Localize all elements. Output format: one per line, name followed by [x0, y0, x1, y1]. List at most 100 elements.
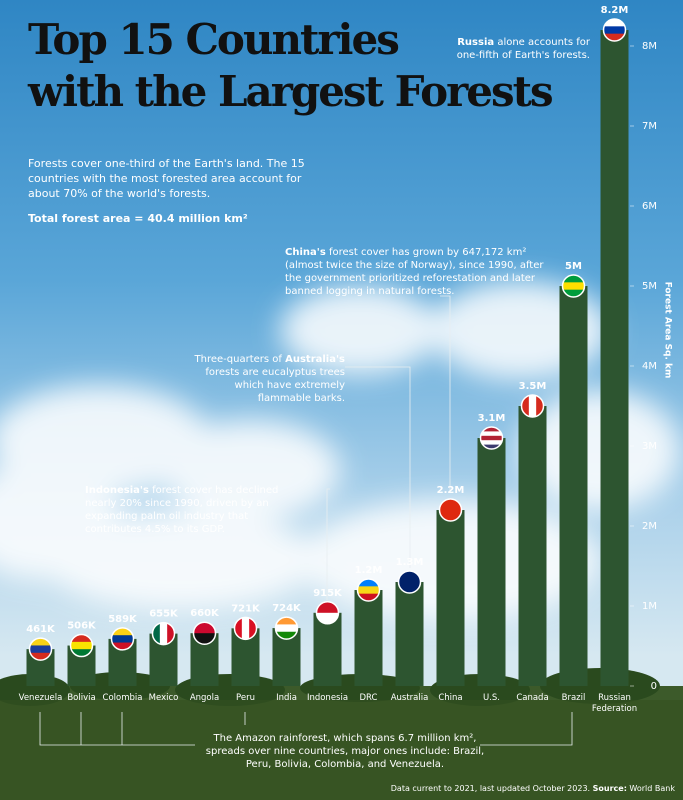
annotation-text: forest cover has declined nearly 20% sin… — [85, 485, 279, 535]
flag — [438, 498, 463, 522]
flag-border — [69, 633, 94, 658]
y-tick-label: 8M — [642, 41, 657, 52]
flag-stripe — [398, 571, 421, 583]
flag-stripe — [29, 652, 52, 661]
x-tick-label: China — [438, 693, 463, 703]
flag-stripe — [193, 622, 216, 634]
y-tick-label: 1M — [642, 601, 657, 612]
flag-stripe — [29, 638, 52, 646]
flag-stripe — [316, 612, 339, 624]
flag — [28, 637, 53, 661]
flag-stripe — [439, 510, 462, 521]
flag-border — [192, 621, 217, 645]
x-tick-label: Mexico — [148, 693, 179, 703]
flag-border — [356, 578, 381, 602]
flag-stripe — [70, 649, 93, 657]
flag — [274, 616, 299, 640]
bar — [354, 590, 383, 686]
annotation-text: The Amazon rainforest, which spans 6.7 m… — [205, 733, 485, 770]
annotation-text: forest cover has grown by 647,172 km² (a… — [285, 247, 544, 297]
flag-stripe — [316, 601, 339, 614]
value-label: 655K — [149, 609, 179, 620]
value-label: 721K — [231, 603, 261, 614]
flag-stripe — [111, 642, 134, 650]
x-tick-label: Angola — [189, 693, 220, 703]
flag-stripe — [603, 26, 626, 35]
bar — [559, 286, 588, 686]
flag-stripe — [562, 275, 585, 283]
annotation-text: forests are eucalyptus trees which have … — [205, 367, 345, 404]
flag-stripe — [480, 427, 503, 432]
footer-text: Data current to 2021, last updated Octob… — [390, 784, 593, 793]
flag-border — [274, 616, 299, 640]
value-label: 5M — [565, 261, 582, 272]
subtitle: Forests cover one-third of the Earth's l… — [28, 157, 305, 200]
flag-stripe — [528, 395, 537, 417]
y-tick-label: 0 — [651, 681, 657, 692]
flag — [397, 570, 422, 594]
value-label: 3.1M — [478, 413, 506, 424]
flag-border — [520, 394, 545, 418]
x-tick-label: India — [276, 693, 297, 703]
annotation-bold: Russia — [457, 37, 495, 48]
flag-stripe — [562, 282, 585, 291]
flag-stripe — [167, 622, 175, 645]
annotation-text: Three-quarters of — [194, 354, 286, 365]
flag-stripe — [275, 624, 298, 633]
flag-stripe — [603, 33, 626, 41]
flag-border — [110, 627, 135, 651]
flag-border — [315, 601, 340, 625]
flag-stripe — [70, 641, 93, 650]
annotation: Russia alone accounts for one-fifth of E… — [440, 36, 590, 62]
flag — [520, 394, 545, 418]
flag — [69, 633, 94, 658]
value-label: 506K — [67, 621, 97, 632]
flag — [315, 601, 340, 625]
x-tick-label: U.S. — [482, 693, 501, 703]
flag-border — [479, 426, 504, 450]
flag-stripe — [562, 289, 585, 297]
flag-border — [151, 621, 176, 646]
flag-border — [397, 570, 422, 594]
y-tick-label: 6M — [642, 201, 657, 212]
x-tick-label: Brazil — [561, 693, 586, 703]
flag-stripe — [480, 431, 503, 437]
flag-stripe — [480, 435, 503, 441]
total: Total forest area = 40.4 million km² — [28, 212, 248, 225]
value-label: 461K — [26, 624, 56, 635]
flag-stripe — [249, 617, 257, 640]
x-tick-label: Australia — [390, 693, 429, 703]
title: Top 15 Countries with the Largest Forest… — [28, 14, 554, 118]
flag-border — [602, 18, 627, 42]
flag — [233, 616, 258, 641]
flag-stripe — [29, 645, 52, 654]
bar — [600, 30, 629, 686]
y-tick-label: 3M — [642, 441, 657, 452]
flag-stripe — [480, 440, 503, 446]
leader-lines — [39, 295, 573, 746]
flag-border — [233, 616, 258, 641]
flag-border — [561, 274, 586, 298]
bar — [395, 582, 424, 686]
flag-stripe — [111, 635, 134, 644]
x-tick-label: Venezuela — [18, 693, 63, 703]
value-label: 3.5M — [519, 381, 547, 392]
x-tick-label: Colombia — [102, 693, 143, 703]
flag-stripe — [603, 19, 626, 27]
flag-stripe — [480, 444, 503, 449]
flag — [356, 578, 381, 602]
flag-stripe — [111, 627, 134, 636]
value-label: 2.2M — [437, 485, 465, 496]
flag — [151, 621, 176, 646]
flag-stripe — [536, 395, 544, 417]
value-label: 1.3M — [396, 557, 424, 568]
flag-stripe — [439, 499, 462, 511]
x-tick-label: Bolivia — [67, 693, 96, 703]
flag — [479, 426, 504, 450]
flag-border — [28, 637, 53, 661]
flag-stripe — [70, 634, 93, 643]
annotation: Indonesia's forest cover has declined ne… — [85, 484, 290, 536]
flag-stripe — [398, 582, 421, 593]
annotation: China's forest cover has grown by 647,17… — [285, 246, 555, 298]
